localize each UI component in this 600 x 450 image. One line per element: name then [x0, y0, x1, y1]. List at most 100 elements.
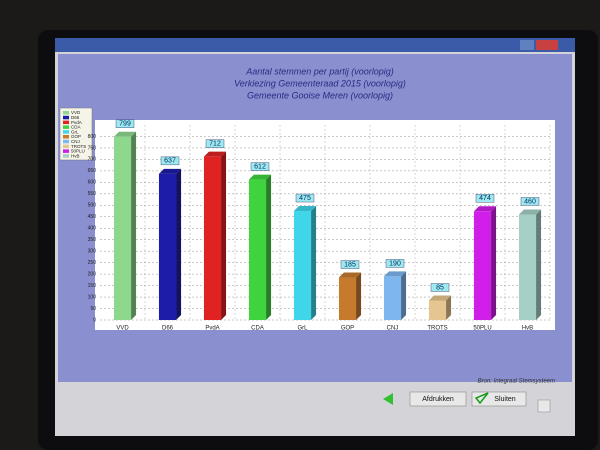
y-tick-label: 250: [88, 260, 97, 266]
legend-label: VVD: [71, 110, 81, 115]
legend-label: GrL: [71, 129, 79, 134]
y-tick-label: 50: [90, 306, 96, 312]
y-tick-label: 0: [93, 317, 96, 323]
value-label-box: [160, 156, 180, 166]
bar-side: [491, 206, 497, 320]
legend-swatch: [63, 135, 69, 139]
window-title-bar: [55, 38, 575, 52]
y-tick-label: 400: [88, 226, 97, 232]
bar: [338, 277, 357, 320]
back-icon[interactable]: [383, 393, 393, 405]
value-label: 460: [524, 198, 536, 205]
bar-top: [293, 206, 317, 212]
button-label[interactable]: Afdrukken: [422, 396, 454, 403]
value-label: 185: [344, 261, 356, 268]
legend-label: CNJ: [71, 139, 80, 144]
bar-top: [383, 271, 407, 277]
y-tick-label: 750: [88, 145, 97, 151]
button-label[interactable]: Sluiten: [494, 396, 516, 403]
x-tick-label: HvB: [522, 326, 533, 332]
help-button[interactable]: [537, 399, 551, 413]
legend-label: HvB: [71, 153, 80, 158]
bar-side: [266, 174, 272, 320]
x-tick-label: GrL: [297, 326, 308, 332]
x-tick-label: PvdA: [205, 326, 219, 332]
x-tick-label: VVD: [116, 326, 129, 332]
legend-swatch: [63, 111, 69, 115]
bar: [248, 179, 267, 320]
bar-top: [338, 272, 362, 278]
bar: [518, 214, 537, 320]
bar-top: [518, 209, 542, 215]
bar-top: [248, 174, 272, 180]
bar: [383, 276, 402, 320]
legend-swatch: [63, 149, 69, 153]
bar-side: [536, 209, 542, 320]
print-button[interactable]: [409, 391, 467, 407]
legend-label: GOP: [71, 134, 81, 139]
legend-swatch: [63, 154, 69, 158]
value-label-box: [475, 194, 495, 203]
value-label-box: [385, 259, 405, 268]
chart-subtitle: Verkiezing Gemeenteraad 2015 (voorlopig): [234, 78, 406, 88]
value-label: 85: [436, 284, 444, 291]
value-label: 474: [479, 195, 491, 202]
legend-swatch: [63, 139, 69, 144]
legend-label: TROTS: [71, 144, 86, 149]
bar-top: [203, 151, 227, 157]
y-tick-label: 550: [88, 191, 97, 197]
y-tick-label: 150: [88, 283, 97, 289]
y-tick-label: 450: [88, 214, 97, 220]
value-label: 612: [254, 163, 266, 170]
y-tick-label: 500: [88, 203, 97, 209]
value-label-box: [205, 139, 225, 148]
x-tick-label: 50PLU: [473, 326, 491, 332]
y-tick-label: 300: [88, 249, 97, 255]
value-label-box: [520, 197, 540, 206]
bar: [113, 136, 132, 320]
bar: [428, 300, 447, 320]
value-label: 475: [299, 195, 311, 202]
legend-label: 50PLU: [71, 149, 85, 154]
x-tick-label: CNJ: [387, 326, 399, 332]
bar-top: [113, 131, 137, 137]
bar-side: [221, 151, 227, 320]
maximize-button[interactable]: [520, 40, 534, 50]
y-tick-label: 650: [88, 168, 97, 174]
bar-side: [356, 272, 362, 320]
source-note: Bron: Integraal Stemsysteem: [478, 379, 555, 385]
x-tick-label: GOP: [341, 326, 354, 332]
bar-side: [131, 131, 137, 320]
chart-subtitle: Gemeente Gooise Meren (voorlopig): [247, 90, 393, 100]
value-label-box: [340, 260, 360, 269]
x-tick-label: D66: [162, 326, 174, 332]
bar-side: [176, 168, 182, 320]
bar: [473, 211, 492, 320]
x-tick-label: TROTS: [427, 326, 447, 332]
legend-label: D66: [71, 115, 80, 120]
bar-top: [473, 206, 497, 212]
legend-swatch: [63, 120, 69, 125]
legend-label: CDA: [71, 125, 81, 130]
close-button[interactable]: [536, 40, 558, 50]
bar-top: [428, 295, 452, 301]
y-tick-label: 200: [88, 271, 97, 277]
value-label: 190: [389, 260, 401, 267]
value-label-box: [115, 119, 135, 128]
bar: [293, 211, 312, 320]
y-tick-label: 700: [88, 157, 97, 163]
bar-side: [311, 206, 317, 320]
y-tick-label: 800: [88, 134, 97, 140]
legend-swatch: [63, 144, 69, 149]
x-tick-label: CDA: [251, 326, 264, 332]
chart-title: Aantal stemmen per partij (voorlopig): [245, 66, 394, 76]
bar-top: [158, 168, 182, 174]
y-tick-label: 600: [88, 180, 97, 186]
legend-swatch: [63, 115, 69, 120]
legend-swatch: [63, 125, 69, 129]
legend-label: PvdA: [71, 120, 82, 125]
value-label: 637: [164, 158, 176, 165]
bar: [203, 156, 222, 320]
